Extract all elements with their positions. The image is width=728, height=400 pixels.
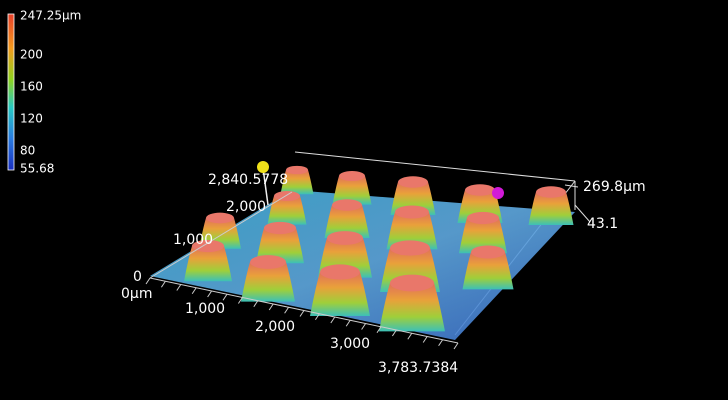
pillar-top (206, 212, 234, 224)
colorbar-label: 160 (20, 80, 43, 94)
tick (253, 300, 259, 308)
pillar (462, 252, 514, 290)
tick (407, 332, 413, 340)
tick (284, 306, 290, 314)
pillars (184, 165, 574, 332)
colorbar-label: 200 (20, 48, 43, 62)
pillar (459, 218, 507, 254)
y-axis-label: 1,000 (173, 232, 213, 248)
tick (222, 293, 228, 301)
colorbar-label: 247.25μm (20, 9, 81, 23)
colorbar-label: 55.68 (20, 162, 54, 176)
pillar-top (471, 245, 505, 259)
pillar (310, 272, 370, 316)
x-axis-label: 1,000 (185, 301, 225, 317)
pillar-top (467, 211, 499, 225)
pillar (332, 176, 372, 205)
axis-ticks (145, 277, 459, 350)
marker-yellow[interactable] (257, 161, 269, 173)
pillar-top (390, 274, 434, 292)
tick (422, 336, 428, 343)
x-axis-label: 2,000 (255, 319, 295, 335)
pillar-top (339, 171, 365, 181)
colorbar (7, 13, 15, 171)
pillar-top (536, 186, 566, 198)
pillar-top (327, 231, 363, 245)
pillar-top (264, 221, 296, 235)
tick (391, 329, 397, 337)
pillar-top (398, 176, 428, 188)
pillar-top (250, 255, 286, 269)
x-axis-label: 3,783.7384 (378, 360, 458, 376)
pillar-top (465, 184, 495, 196)
pillar-top (395, 205, 429, 219)
tick (376, 326, 382, 334)
tick (345, 319, 351, 327)
x-axis-label: 0μm (121, 286, 152, 302)
pillar (280, 170, 314, 195)
tick (207, 290, 213, 298)
tick (160, 280, 166, 288)
pillar (390, 182, 436, 215)
tick (330, 316, 336, 324)
pillar (267, 196, 307, 225)
tick (191, 287, 197, 295)
tick (314, 313, 320, 321)
pillar (184, 246, 232, 282)
tick (176, 284, 182, 291)
tick (268, 303, 274, 311)
pillar-top (274, 191, 300, 201)
tick (237, 297, 243, 304)
pillar-top (286, 165, 308, 175)
pillar-top (192, 239, 224, 253)
x-axis-label: 3,000 (330, 336, 370, 352)
pillar (528, 192, 574, 225)
y-axis-label: 2,840.5778 (208, 172, 288, 188)
tick (438, 339, 444, 347)
pillar (256, 228, 304, 264)
tick (453, 342, 459, 350)
tick (361, 323, 367, 330)
pillar (324, 205, 370, 238)
tick (299, 310, 305, 317)
pillar-top (390, 240, 430, 256)
marker-magenta[interactable] (492, 187, 504, 199)
z-axis-label: 269.8μm (583, 179, 646, 195)
pillar-top (320, 264, 360, 280)
marker-stem (262, 167, 269, 206)
y-axis-label: 2,000 (226, 199, 266, 215)
z-axis-label: 43.1 (587, 216, 618, 232)
pillar (241, 262, 295, 302)
tick (145, 277, 151, 285)
y-axis-label: 0 (133, 269, 142, 285)
colorbar-label: 80 (20, 144, 35, 158)
pillar (379, 283, 445, 332)
pillar (386, 212, 438, 250)
pillar-top (332, 199, 362, 211)
colorbar-label: 120 (20, 112, 43, 126)
